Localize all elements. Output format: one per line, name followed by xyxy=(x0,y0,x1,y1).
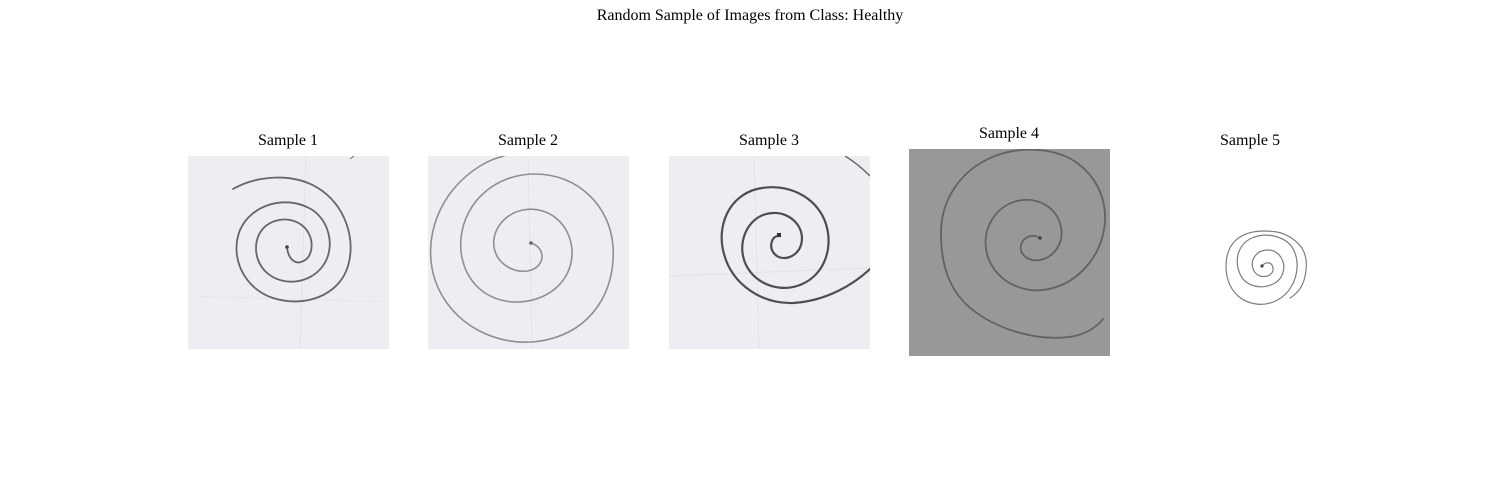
sample-4-title: Sample 4 xyxy=(979,125,1039,142)
sample-5-image xyxy=(1190,200,1340,330)
spiral-drawing-2 xyxy=(428,156,629,349)
sample-2-image xyxy=(428,156,629,349)
spiral-stroke-1 xyxy=(232,176,352,303)
sample-2-title: Sample 2 xyxy=(498,132,558,149)
spiral-stroke-4 xyxy=(940,149,1106,339)
spiral-stroke-5 xyxy=(1225,230,1307,305)
sample-4-image xyxy=(909,149,1110,356)
sample-3-title: Sample 3 xyxy=(739,132,799,149)
sample-1-image xyxy=(188,156,389,349)
spiral-stroke-2 xyxy=(429,156,614,343)
sample-3-image xyxy=(669,156,870,349)
spiral-drawing-3 xyxy=(669,156,870,349)
sample-5-title: Sample 5 xyxy=(1220,132,1280,149)
figure-title: Random Sample of Images from Class: Heal… xyxy=(596,7,904,24)
spiral-drawing-5 xyxy=(1190,200,1340,330)
spiral-drawing-1 xyxy=(188,156,389,349)
sample-1-title: Sample 1 xyxy=(258,132,318,149)
spiral-stroke-3 xyxy=(720,186,870,305)
spiral-drawing-4 xyxy=(909,149,1110,356)
